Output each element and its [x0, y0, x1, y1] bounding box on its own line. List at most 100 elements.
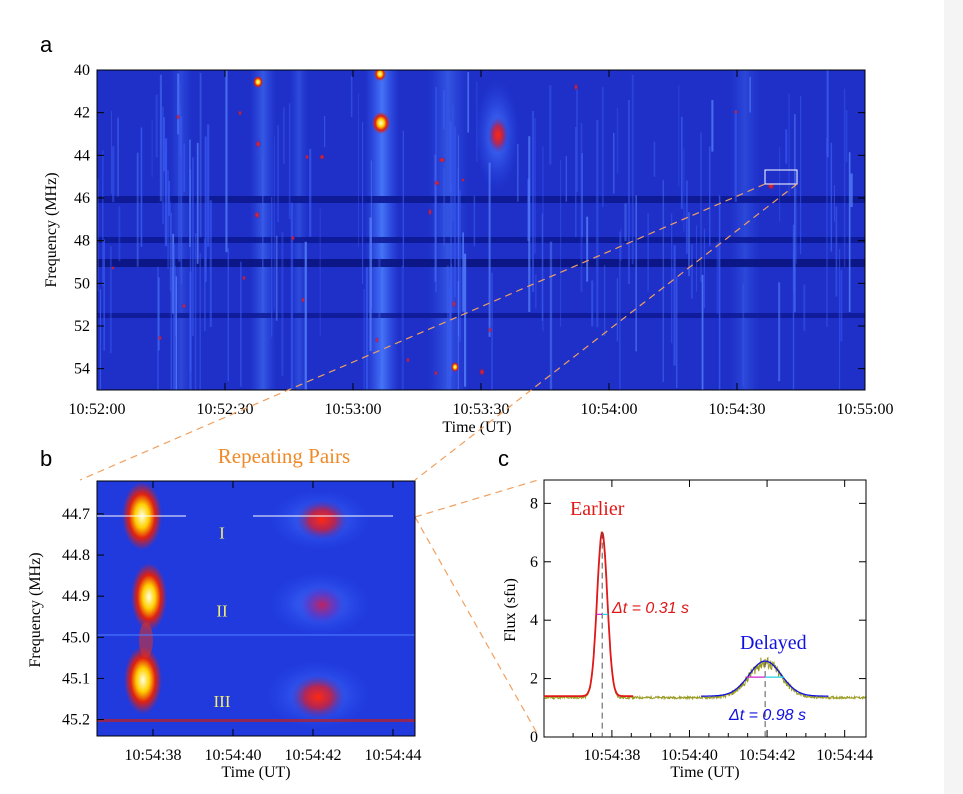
- noise-streak: [653, 141, 656, 177]
- noise-streak: [576, 89, 578, 192]
- noise-streak: [283, 107, 285, 164]
- noise-streak: [103, 239, 105, 351]
- noise-streak: [262, 158, 264, 312]
- noise-streak: [275, 235, 278, 321]
- noise-streak: [180, 116, 183, 285]
- panel-a-xtick-label: 10:52:30: [197, 401, 254, 418]
- panel-a-ytick-label: 42: [74, 105, 90, 122]
- noise-streak: [288, 103, 291, 220]
- panel-b-xtick-label: 10:54:40: [205, 747, 262, 764]
- panel-a-ytick-label: 40: [74, 62, 90, 79]
- pair-label: III: [214, 692, 231, 711]
- noise-streak: [319, 208, 321, 337]
- noise-streak: [604, 264, 606, 337]
- noise-streak: [458, 135, 460, 337]
- noise-streak: [442, 90, 445, 129]
- noise-streak: [700, 132, 702, 283]
- burst-spot: [479, 368, 485, 376]
- noise-streak: [670, 213, 673, 344]
- noise-streak: [647, 213, 649, 292]
- burst-spot: [434, 180, 440, 186]
- noise-streak: [848, 152, 851, 313]
- panel-b-frame: [96, 480, 416, 737]
- burst-spot: [253, 76, 263, 88]
- label-delayed: Delayed: [740, 632, 807, 654]
- noise-streak: [225, 70, 228, 253]
- noise-streak: [688, 212, 690, 277]
- burst-spot: [438, 157, 446, 163]
- noise-streak: [173, 244, 176, 390]
- label-dt-earlier: Δt = 0.31 s: [611, 600, 689, 617]
- noise-streak: [376, 88, 379, 195]
- noise-streak: [402, 130, 404, 268]
- noise-streak: [183, 143, 185, 192]
- noise-streak: [627, 99, 631, 285]
- noise-streak: [309, 148, 312, 237]
- noise-streak: [718, 195, 721, 390]
- noise-streak: [199, 252, 201, 390]
- noise-streak: [290, 202, 294, 390]
- panel-c-ytick-label: 8: [530, 495, 538, 512]
- noise-streak: [109, 246, 112, 354]
- zoom-connectors: [79, 183, 798, 736]
- label-earlier: Earlier: [570, 498, 625, 520]
- noise-streak: [450, 277, 451, 390]
- noise-streak: [612, 132, 615, 194]
- noise-streak: [673, 245, 676, 366]
- noise-streak: [168, 180, 171, 217]
- noise-streak: [792, 224, 795, 390]
- noise-streak: [196, 142, 199, 264]
- panel-b-spectrogram: [97, 481, 415, 736]
- noise-streak: [209, 200, 212, 327]
- noise-streak: [175, 276, 177, 390]
- panel-c-ytick-label: 2: [530, 671, 538, 688]
- panel-b-ytick-label: 44.8: [62, 547, 90, 564]
- noise-streak: [350, 76, 353, 118]
- noise-streak: [678, 84, 680, 187]
- panel-a-ylabel: Frequency (MHz): [43, 172, 60, 287]
- noise-streak: [624, 203, 627, 242]
- noise-streak: [850, 173, 853, 208]
- panel-a-ytick-label: 44: [74, 147, 90, 164]
- noise-streak: [240, 261, 242, 387]
- burst-spot: [254, 211, 260, 219]
- panel-a-xtick-label: 10:55:00: [837, 401, 894, 418]
- noise-streak: [365, 267, 368, 390]
- noise-streak: [457, 168, 459, 267]
- burst-spot: [291, 235, 295, 241]
- noise-streak: [575, 127, 577, 238]
- panel-c-ytick-label: 0: [530, 729, 538, 746]
- noise-streak: [591, 280, 594, 327]
- noise-streak: [170, 212, 172, 390]
- noise-streak: [169, 202, 171, 292]
- noise-streak: [207, 124, 210, 247]
- noise-streak: [227, 248, 229, 382]
- noise-streak: [112, 146, 115, 203]
- noise-streak: [160, 85, 162, 149]
- panel-b-xlabel: Time (UT): [221, 764, 290, 781]
- noise-streak: [794, 114, 796, 313]
- noise-streak: [631, 74, 634, 265]
- noise-streak: [701, 274, 704, 390]
- noise-streak: [369, 217, 372, 352]
- panel-b-xtick-label: 10:54:42: [285, 747, 342, 764]
- noise-streak: [378, 255, 381, 377]
- noise-streak: [194, 233, 197, 390]
- noise-streak: [449, 286, 451, 390]
- panel-c-frame: [543, 479, 867, 738]
- burst-spot: [176, 114, 180, 120]
- noise-streak: [157, 266, 159, 390]
- panel-a-ytick-label: 54: [74, 361, 90, 378]
- burst-spot: [574, 83, 578, 91]
- noise-streak: [838, 248, 841, 390]
- noise-streak: [685, 180, 688, 254]
- noise-streak: [167, 170, 169, 269]
- noise-streak: [164, 138, 168, 247]
- noise-streak: [840, 270, 843, 342]
- noise-streak: [835, 206, 838, 297]
- pair-label: II: [216, 602, 228, 621]
- panel-a-xtick-label: 10:53:00: [325, 401, 382, 418]
- noise-streak: [703, 228, 705, 309]
- panel-b-title: Repeating Pairs: [218, 444, 350, 468]
